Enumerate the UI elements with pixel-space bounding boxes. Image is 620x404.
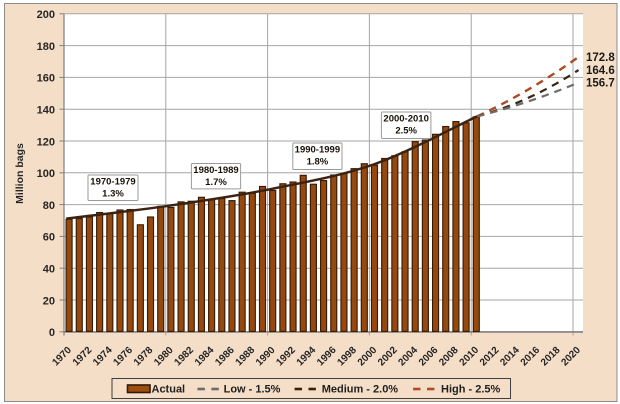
svg-text:20: 20 (43, 295, 55, 307)
svg-text:2.5%: 2.5% (395, 125, 417, 136)
svg-text:Actual: Actual (152, 384, 186, 396)
svg-text:Low - 1.5%: Low - 1.5% (224, 384, 281, 396)
svg-text:1.3%: 1.3% (102, 188, 124, 199)
svg-text:156.7: 156.7 (586, 78, 615, 90)
svg-text:High - 2.5%: High - 2.5% (441, 384, 501, 396)
svg-text:1980-1989: 1980-1989 (193, 165, 238, 176)
svg-text:1.7%: 1.7% (205, 177, 227, 188)
svg-text:172.8: 172.8 (586, 52, 615, 64)
svg-text:40: 40 (43, 264, 55, 276)
svg-text:80: 80 (43, 200, 55, 212)
svg-text:200: 200 (37, 9, 55, 21)
svg-text:60: 60 (43, 232, 55, 244)
svg-text:164.6: 164.6 (586, 65, 615, 77)
svg-text:1970-1979: 1970-1979 (90, 176, 135, 187)
svg-text:2000-2010: 2000-2010 (383, 113, 428, 124)
svg-text:1990-1999: 1990-1999 (295, 144, 340, 155)
svg-text:180: 180 (37, 41, 55, 53)
svg-text:100: 100 (37, 168, 55, 180)
svg-text:120: 120 (37, 136, 55, 148)
svg-text:140: 140 (37, 105, 55, 117)
svg-text:Million bags: Million bags (14, 143, 26, 204)
svg-text:Medium - 2.0%: Medium - 2.0% (322, 384, 399, 396)
svg-text:160: 160 (37, 73, 55, 85)
svg-text:0: 0 (49, 327, 55, 339)
svg-text:1.8%: 1.8% (307, 156, 329, 167)
